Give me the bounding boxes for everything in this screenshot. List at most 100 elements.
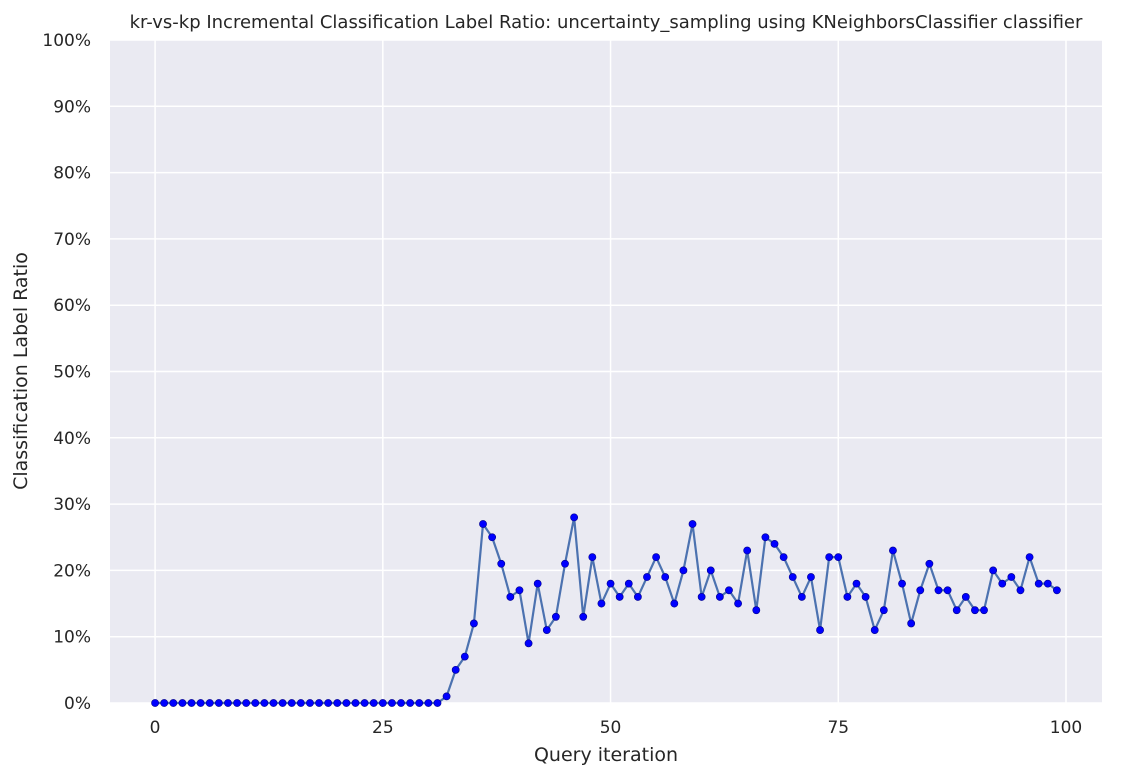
data-point bbox=[661, 573, 670, 581]
data-point bbox=[333, 699, 342, 707]
data-point bbox=[816, 626, 824, 634]
data-point bbox=[424, 699, 433, 707]
series-line bbox=[155, 516, 1058, 705]
data-point bbox=[879, 606, 888, 615]
data-point bbox=[169, 699, 178, 707]
y-tick-labels: 0% 10% 20% 30% 40% 50% 60% 70% 80% 90% 100% bbox=[42, 31, 91, 714]
data-point bbox=[551, 612, 560, 621]
data-point bbox=[433, 699, 442, 707]
data-point bbox=[606, 579, 615, 588]
data-point bbox=[633, 593, 642, 601]
y-tick-label: 40% bbox=[53, 429, 91, 449]
data-point bbox=[306, 699, 314, 707]
data-point bbox=[205, 699, 214, 707]
data-point bbox=[542, 626, 551, 634]
data-point bbox=[670, 599, 679, 608]
data-point bbox=[588, 553, 597, 562]
y-tick-label: 50% bbox=[53, 363, 91, 383]
data-point bbox=[679, 566, 688, 575]
y-tick-label: 70% bbox=[53, 230, 91, 250]
data-point bbox=[442, 692, 451, 701]
data-point bbox=[943, 586, 952, 595]
data-point bbox=[1025, 553, 1034, 562]
y-tick-label: 20% bbox=[53, 561, 91, 581]
y-tick-label: 90% bbox=[53, 97, 91, 117]
data-point bbox=[242, 699, 251, 707]
data-point bbox=[761, 533, 770, 542]
data-point bbox=[324, 699, 333, 707]
data-point bbox=[652, 553, 661, 562]
y-tick-label: 0% bbox=[64, 694, 91, 714]
data-point bbox=[251, 699, 260, 707]
data-point bbox=[378, 699, 387, 707]
data-point bbox=[451, 665, 460, 674]
data-point bbox=[178, 699, 187, 707]
data-point bbox=[287, 699, 296, 707]
data-point bbox=[706, 566, 715, 575]
data-point bbox=[807, 573, 815, 581]
data-point bbox=[725, 586, 733, 595]
data-point bbox=[214, 699, 223, 707]
data-point bbox=[934, 586, 943, 595]
data-point bbox=[643, 573, 651, 581]
chart-title: kr-vs-kp Incremental Classification Labe… bbox=[130, 12, 1083, 33]
data-point bbox=[360, 699, 369, 707]
series-lines bbox=[155, 516, 1058, 705]
data-point bbox=[406, 699, 415, 707]
data-point bbox=[788, 573, 797, 581]
data-point bbox=[470, 619, 478, 628]
data-point bbox=[315, 699, 323, 707]
data-point bbox=[351, 699, 360, 707]
data-point bbox=[870, 626, 879, 634]
data-point bbox=[797, 593, 806, 601]
y-tick-label: 30% bbox=[53, 495, 91, 515]
data-point bbox=[460, 652, 469, 661]
data-point bbox=[260, 699, 269, 707]
x-axis-label: Query iteration bbox=[534, 744, 678, 766]
data-point bbox=[497, 559, 506, 568]
data-point bbox=[342, 699, 351, 707]
x-tick-label: 75 bbox=[827, 718, 849, 738]
data-point bbox=[533, 579, 542, 588]
data-point bbox=[160, 699, 169, 707]
data-point bbox=[752, 606, 761, 615]
data-point bbox=[397, 699, 405, 707]
data-point bbox=[907, 619, 916, 628]
data-point bbox=[743, 546, 752, 555]
data-point bbox=[779, 553, 788, 562]
data-point bbox=[971, 606, 979, 615]
data-point bbox=[278, 699, 287, 707]
data-point bbox=[1007, 573, 1016, 581]
data-point bbox=[834, 553, 843, 562]
y-tick-label: 80% bbox=[53, 164, 91, 184]
data-point bbox=[925, 559, 934, 568]
data-point bbox=[187, 699, 196, 707]
data-point bbox=[151, 699, 159, 707]
data-point bbox=[296, 699, 305, 707]
data-point bbox=[196, 699, 205, 707]
y-tick-label: 100% bbox=[42, 31, 91, 51]
data-point bbox=[597, 599, 606, 608]
x-tick-label: 0 bbox=[150, 718, 161, 738]
data-point bbox=[415, 699, 424, 707]
data-point bbox=[715, 593, 724, 601]
data-point bbox=[916, 586, 925, 595]
data-point bbox=[952, 606, 961, 615]
data-point bbox=[561, 559, 569, 568]
data-point bbox=[1053, 586, 1061, 595]
data-point bbox=[980, 606, 988, 615]
data-point bbox=[479, 520, 487, 528]
data-point bbox=[843, 593, 852, 601]
x-tick-labels: 0 25 50 75 100 bbox=[150, 718, 1083, 738]
data-point bbox=[852, 579, 861, 588]
data-point bbox=[488, 533, 497, 542]
data-markers bbox=[151, 513, 1061, 707]
data-point bbox=[1034, 579, 1043, 588]
data-point bbox=[388, 699, 396, 707]
data-point bbox=[825, 553, 834, 562]
x-tick-label: 25 bbox=[372, 718, 394, 738]
data-point bbox=[861, 593, 870, 601]
data-point bbox=[624, 579, 633, 588]
data-point bbox=[269, 699, 278, 707]
